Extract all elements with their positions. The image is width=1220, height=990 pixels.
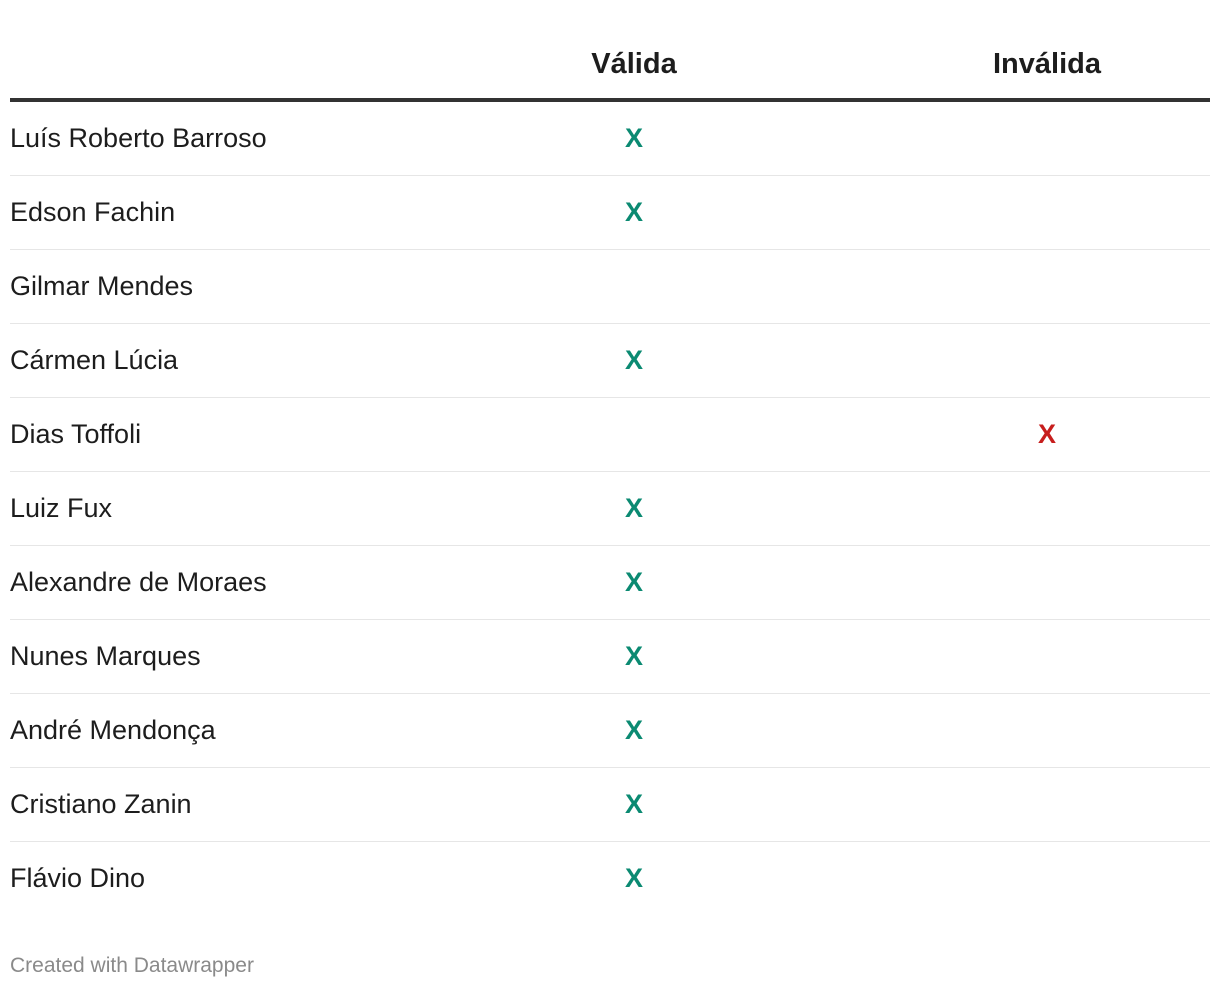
invalida-mark: X — [1037, 419, 1057, 449]
row-name: Dias Toffoli — [10, 419, 142, 449]
row-name: Luís Roberto Barroso — [10, 123, 267, 153]
datawrapper-credit: Created with Datawrapper — [10, 954, 254, 977]
row-name: Alexandre de Moraes — [10, 567, 267, 597]
results-table: Válida Inválida Luís Roberto Barroso X Eds… — [10, 0, 1210, 915]
table-row: Cármen Lúcia X — [10, 324, 1210, 398]
table-row: Alexandre de Moraes X — [10, 546, 1210, 620]
table-row: Edson Fachin X — [10, 176, 1210, 250]
valida-mark: X — [624, 345, 644, 375]
valida-mark: X — [624, 789, 644, 819]
valida-mark: X — [624, 197, 644, 227]
valida-mark: X — [624, 123, 644, 153]
table-row: Luís Roberto Barroso X — [10, 102, 1210, 176]
row-name: Nunes Marques — [10, 641, 201, 671]
row-name: Edson Fachin — [10, 197, 176, 227]
table-row: Flávio Dino X — [10, 842, 1210, 915]
table-row: Nunes Marques X — [10, 620, 1210, 694]
valida-mark: X — [624, 493, 644, 523]
table-body: Luís Roberto Barroso X Edson Fachin X Gilmar… — [10, 102, 1210, 915]
table-header: Válida Inválida — [10, 0, 1210, 102]
valida-mark: X — [624, 715, 644, 745]
valida-mark: X — [624, 567, 644, 597]
row-name: André Mendonça — [10, 715, 216, 745]
row-name: Gilmar Mendes — [10, 271, 194, 301]
valida-mark: X — [624, 641, 644, 671]
row-name: Flávio Dino — [10, 863, 146, 893]
row-name: Cármen Lúcia — [10, 345, 179, 375]
table-row: Cristiano Zanin X — [10, 768, 1210, 842]
table-row: Gilmar Mendes — [10, 250, 1210, 324]
row-name: Luiz Fux — [10, 493, 113, 523]
table-row: André Mendonça X — [10, 694, 1210, 768]
table-row: Luiz Fux X — [10, 472, 1210, 546]
column-header-valida: Válida — [591, 48, 677, 80]
valida-mark: X — [624, 863, 644, 893]
table-row: Dias Toffoli X — [10, 398, 1210, 472]
column-header-invalida: Inválida — [993, 48, 1101, 80]
row-name: Cristiano Zanin — [10, 789, 192, 819]
